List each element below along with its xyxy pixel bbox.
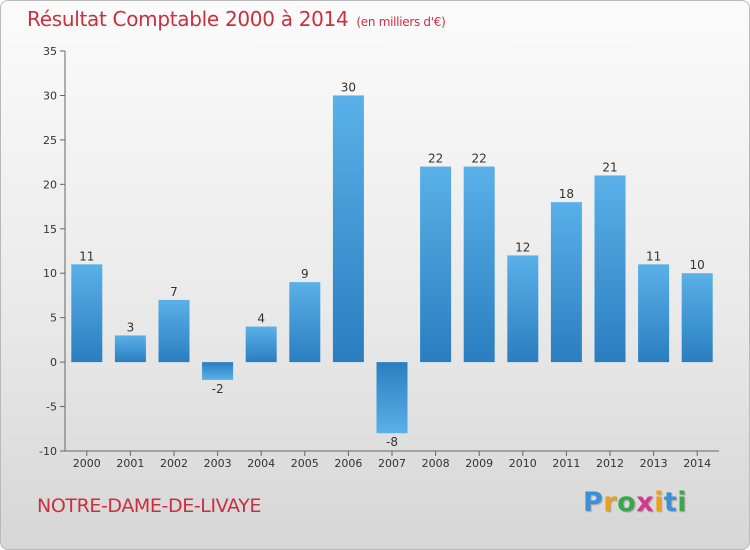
x-tick-label: 2012 (596, 457, 624, 470)
logo-letter: i (677, 487, 688, 518)
y-tick-label: 10 (43, 267, 57, 280)
x-tick-label: 2003 (204, 457, 232, 470)
logo-letter: r (603, 487, 618, 518)
logo-letter: t (663, 487, 678, 518)
data-label-2003: -2 (212, 382, 224, 396)
proxiti-logo: Proxiti (583, 487, 687, 518)
bar-2009 (463, 166, 495, 363)
y-tick-label: 15 (43, 223, 57, 236)
data-label-2007: -8 (386, 435, 398, 449)
chart-title-text: Résultat Comptable 2000 à 2014 (27, 7, 349, 31)
x-tick-label: 2009 (465, 457, 493, 470)
y-tick-label: 25 (43, 134, 57, 147)
y-tick-label: 5 (50, 312, 57, 325)
town-name: NOTRE-DAME-DE-LIVAYE (37, 495, 261, 517)
bar-2012 (594, 175, 626, 363)
y-tick-label: 0 (50, 356, 57, 369)
x-tick-label: 2001 (116, 457, 144, 470)
y-tick-label: 30 (43, 89, 57, 102)
data-label-2002: 7 (170, 285, 178, 299)
data-label-2000: 11 (79, 249, 94, 263)
bar-2007 (376, 362, 408, 434)
logo-letter: i (654, 487, 664, 518)
axes: -10 -5 0 5 10 15 20 25 30 35 2000 2001 2002 2003 2004 2… (39, 45, 719, 470)
data-label-2008: 22 (428, 152, 443, 166)
bar-2003 (202, 362, 234, 380)
data-label-2005: 9 (301, 267, 309, 281)
y-tick-label: -10 (39, 445, 57, 458)
bar-2014 (681, 273, 713, 363)
data-label-2004: 4 (257, 312, 265, 326)
data-label-2011: 18 (559, 187, 574, 201)
bar-2010 (507, 255, 539, 363)
y-tick-label: -5 (46, 401, 57, 414)
data-label-2010: 12 (515, 240, 530, 254)
x-tick-label: 2004 (247, 457, 275, 470)
data-label-2014: 10 (690, 258, 705, 272)
x-tick-label: 2010 (509, 457, 537, 470)
data-label-2013: 11 (646, 249, 661, 263)
x-tick-label: 2002 (160, 457, 188, 470)
y-tick-label: 20 (43, 178, 57, 191)
x-tick-label: 2005 (291, 457, 319, 470)
data-label-2009: 22 (472, 152, 487, 166)
bar-2002 (158, 299, 190, 363)
x-tick-label: 2006 (334, 457, 362, 470)
bar-2008 (420, 166, 452, 363)
bar-2006 (332, 95, 364, 363)
x-tick-label: 2011 (552, 457, 580, 470)
chart-title: Résultat Comptable 2000 à 2014 (en millie… (27, 7, 446, 31)
bar-2004 (245, 326, 277, 363)
bar-2001 (114, 335, 146, 363)
bar-2005 (289, 282, 321, 363)
x-tick-label: 2013 (640, 457, 668, 470)
bar-2000 (71, 264, 103, 363)
data-label-2012: 21 (602, 160, 617, 174)
x-tick-label: 2008 (422, 457, 450, 470)
logo-letter: P (583, 487, 604, 518)
x-tick-label: 2007 (378, 457, 406, 470)
logo-letter: o (617, 487, 637, 518)
bar-2011 (550, 202, 582, 363)
bar-2013 (638, 264, 670, 363)
x-tick-label: 2000 (73, 457, 101, 470)
data-label-2006: 30 (341, 80, 356, 94)
x-tick-label: 2014 (683, 457, 711, 470)
logo-letter: x (636, 487, 655, 518)
bars (71, 95, 713, 434)
data-labels: 11 3 7 -2 4 9 30 -8 22 22 12 18 21 11 10 (79, 80, 705, 449)
chart-unit-label: (en milliers d'€) (356, 15, 446, 29)
data-label-2001: 3 (127, 320, 135, 334)
y-tick-label: 35 (43, 45, 57, 58)
